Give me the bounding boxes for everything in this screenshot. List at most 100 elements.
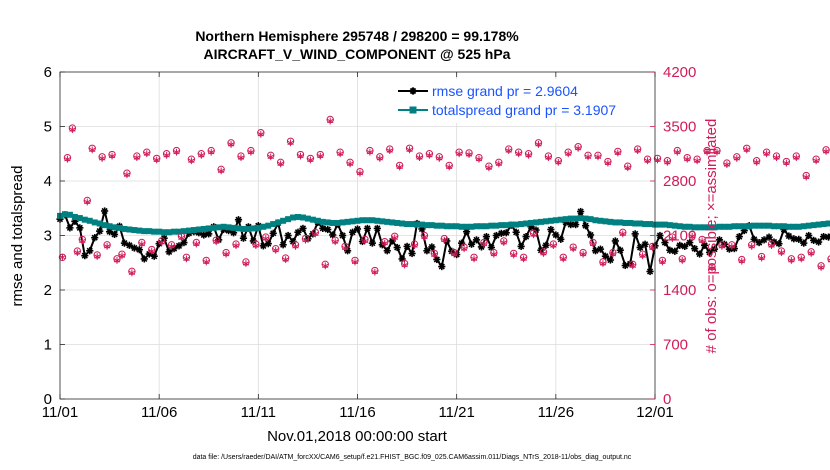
totalspread-point xyxy=(210,224,217,231)
legend-totalspread-marker xyxy=(409,106,417,114)
rmse-point-stroke xyxy=(408,250,416,257)
rmse-point xyxy=(339,231,347,240)
rmse-point-stroke xyxy=(572,221,579,228)
obs-assimilated-point-stroke xyxy=(723,162,731,167)
totalspread-point xyxy=(607,218,614,225)
obs-assimilated-point-stroke xyxy=(74,250,81,255)
totalspread-point xyxy=(275,219,282,226)
obs-assimilated-point-stroke xyxy=(753,160,760,165)
totalspread-point xyxy=(800,223,807,230)
rmse-point xyxy=(616,246,624,254)
totalspread-point xyxy=(691,224,698,231)
obs-assimilated-point xyxy=(693,157,701,165)
obs-assimilated-point-stroke xyxy=(545,155,552,160)
obs-assimilated-point xyxy=(465,151,473,158)
totalspread-point xyxy=(180,228,187,235)
rmse-point xyxy=(105,228,114,236)
totalspread-point xyxy=(478,223,485,230)
obs-assimilated-point-stroke xyxy=(336,151,344,156)
obs-assimilated-point-stroke xyxy=(609,252,617,257)
rmse-point-stroke xyxy=(582,222,589,229)
obs-assimilated-point-stroke xyxy=(351,259,359,265)
rmse-point-stroke xyxy=(701,242,708,249)
obs-assimilated-point-stroke xyxy=(267,154,274,159)
obs-assimilated-point xyxy=(183,255,190,263)
totalspread-point xyxy=(726,223,733,230)
obs-assimilated-point-stroke xyxy=(327,118,334,124)
rmse-point xyxy=(805,231,813,240)
totalspread-point xyxy=(632,220,639,227)
rmse-point-stroke xyxy=(294,229,302,236)
obs-assimilated-point xyxy=(252,242,260,250)
rmse-point xyxy=(596,245,605,253)
obs-assimilated-point xyxy=(237,154,245,162)
rmse-point-stroke xyxy=(775,240,783,247)
obs-assimilated-point-stroke xyxy=(292,244,299,249)
rmse-point-stroke xyxy=(76,224,83,231)
obs-assimilated-point xyxy=(798,255,805,263)
obs-assimilated-point xyxy=(128,269,136,277)
rmse-point-stroke xyxy=(532,226,540,234)
obs-assimilated-point-stroke xyxy=(455,151,463,156)
obs-assimilated-point-stroke xyxy=(460,246,468,251)
obs-assimilated-point-stroke xyxy=(183,256,190,261)
obs-assimilated-point xyxy=(406,146,413,154)
obs-assimilated-point xyxy=(793,154,800,162)
y-tick-label: 5 xyxy=(44,119,52,136)
obs-assimilated-point xyxy=(138,240,146,248)
totalspread-point xyxy=(518,221,525,228)
y-tick-label: 1 xyxy=(44,337,52,354)
obs-assimilated-point xyxy=(778,249,785,257)
obs-assimilated-point xyxy=(89,146,96,154)
rmse-point-stroke xyxy=(394,244,401,251)
x-tick-label: 11/01 xyxy=(42,404,78,421)
obs-assimilated-point-stroke xyxy=(624,165,631,170)
totalspread-point xyxy=(666,222,673,229)
rmse-point-stroke xyxy=(666,247,673,254)
obs-assimilated-point-stroke xyxy=(812,158,820,163)
rmse-point xyxy=(239,234,248,242)
obs-assimilated-point-stroke xyxy=(257,132,265,137)
rmse-point-stroke xyxy=(810,237,817,244)
obs-assimilated-point-stroke xyxy=(674,150,681,155)
obs-assimilated-point xyxy=(713,148,721,156)
rmse-point xyxy=(502,229,510,237)
totalspread-point xyxy=(567,215,574,222)
obs-assimilated-point xyxy=(371,268,379,276)
rmse-point xyxy=(428,243,436,251)
rmse-point-stroke xyxy=(820,233,827,240)
obs-assimilated-point-stroke xyxy=(188,158,195,163)
obs-assimilated-point-stroke xyxy=(664,160,671,165)
obs-assimilated-point-stroke xyxy=(688,234,696,239)
totalspread-point xyxy=(448,223,455,230)
totalspread-point xyxy=(766,222,773,229)
rmse-point-stroke xyxy=(751,236,758,243)
obs-assimilated-point-stroke xyxy=(416,155,423,160)
obs-assimilated-point xyxy=(98,155,106,162)
rmse-point-stroke xyxy=(403,243,411,250)
obs-assimilated-point xyxy=(247,148,255,156)
rmse-point-stroke xyxy=(126,242,133,249)
obs-assimilated-point-stroke xyxy=(322,263,329,268)
totalspread-point xyxy=(493,222,500,229)
rmse-point-stroke xyxy=(552,231,559,239)
obs-assimilated-point xyxy=(480,240,488,248)
rmse-point-stroke xyxy=(205,230,212,237)
rmse-point xyxy=(735,232,743,241)
rmse-point xyxy=(824,233,830,241)
legend-rmse-marker xyxy=(409,87,417,95)
obs-assimilated-point xyxy=(812,157,820,165)
obs-assimilated-point-stroke xyxy=(103,244,111,249)
rmse-point xyxy=(135,246,143,254)
obs-assimilated-point xyxy=(629,262,636,270)
rmse-point xyxy=(641,240,649,248)
rmse-point-stroke xyxy=(800,240,807,247)
rmse-point-stroke xyxy=(656,232,664,239)
totalspread-point xyxy=(265,222,272,229)
rmse-point-stroke xyxy=(141,255,148,263)
x-tick-label: 11/21 xyxy=(438,404,474,421)
obs-assimilated-point-stroke xyxy=(98,156,106,161)
totalspread-point xyxy=(176,228,182,235)
rmse-point xyxy=(353,225,362,233)
obs-assimilated-point-stroke xyxy=(604,160,612,166)
